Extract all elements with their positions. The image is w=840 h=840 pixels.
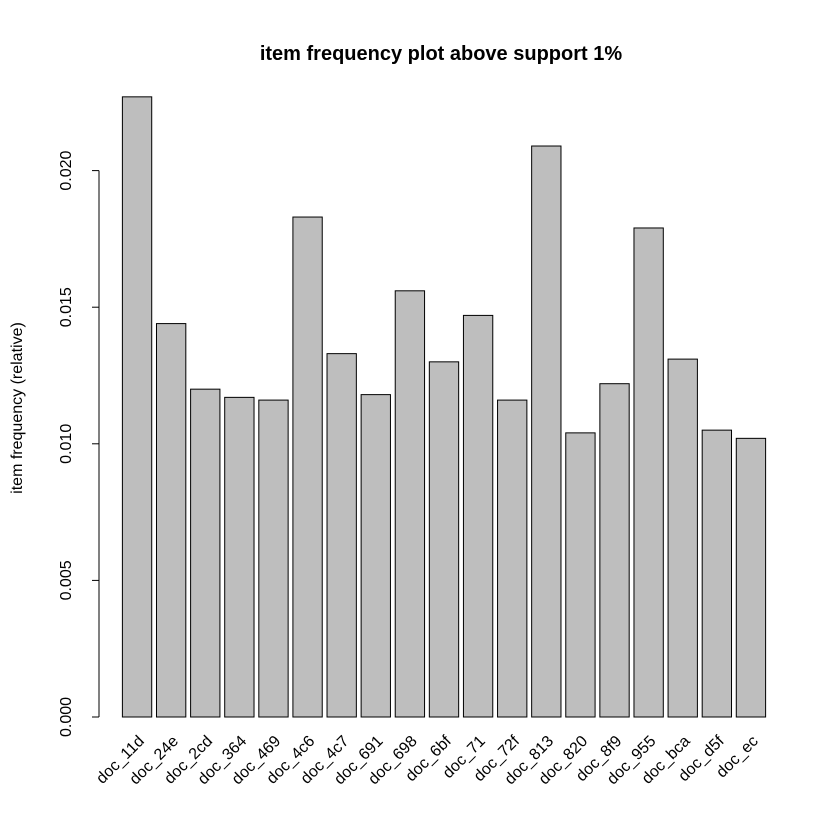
y-axis: 0.000 0.005 0.010 0.015 0.020 (58, 150, 100, 737)
bar (735, 437, 767, 718)
x-axis-tick-labels: doc_11ddoc_24edoc_2cddoc_364doc_469doc_4… (93, 732, 761, 788)
bar (667, 358, 698, 718)
bars (121, 96, 767, 718)
bar (531, 145, 562, 718)
bar (292, 216, 323, 718)
bar (633, 227, 664, 718)
bar (394, 290, 426, 718)
bar (326, 353, 357, 718)
bar (701, 429, 733, 718)
bar (258, 399, 289, 718)
bar (155, 323, 187, 718)
y-tick-label: 0.015 (58, 287, 75, 327)
bar (224, 396, 255, 718)
bar (565, 432, 596, 718)
y-tick-label: 0.000 (58, 697, 75, 737)
y-axis-label: item frequency (relative) (9, 322, 26, 494)
bar (497, 399, 528, 718)
bar (121, 96, 153, 718)
y-tick-label: 0.020 (58, 150, 75, 190)
bar (599, 383, 630, 718)
bar (428, 361, 460, 718)
y-tick-label: 0.005 (58, 560, 75, 600)
bar (462, 314, 494, 718)
y-tick-label: 0.010 (58, 424, 75, 464)
bar (190, 388, 221, 718)
chart-title: item frequency plot above support 1% (260, 43, 623, 65)
bar (360, 394, 391, 718)
